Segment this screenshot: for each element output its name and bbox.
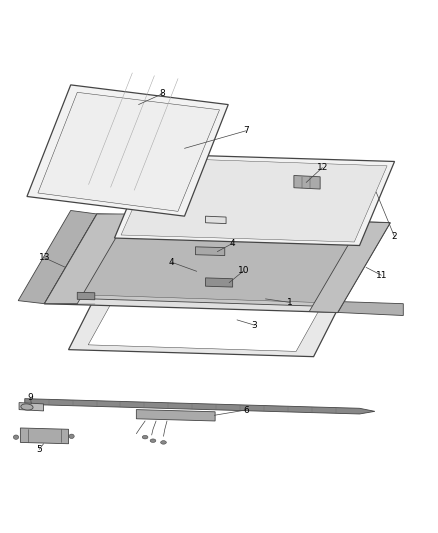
Polygon shape xyxy=(136,409,215,421)
Polygon shape xyxy=(18,211,97,304)
Polygon shape xyxy=(293,175,319,189)
Ellipse shape xyxy=(21,404,33,410)
Polygon shape xyxy=(68,286,345,357)
Text: 2: 2 xyxy=(391,232,396,241)
Text: 1: 1 xyxy=(286,298,292,307)
Text: 10: 10 xyxy=(237,266,249,276)
Polygon shape xyxy=(205,278,232,287)
Text: 6: 6 xyxy=(242,406,248,415)
Polygon shape xyxy=(44,214,130,304)
Text: 5: 5 xyxy=(36,445,42,454)
Polygon shape xyxy=(64,221,370,306)
Text: 4: 4 xyxy=(168,257,174,266)
Text: 3: 3 xyxy=(251,321,257,329)
Text: 8: 8 xyxy=(159,89,165,98)
Text: 9: 9 xyxy=(28,393,33,402)
Ellipse shape xyxy=(13,435,18,439)
Polygon shape xyxy=(308,222,389,312)
Text: 12: 12 xyxy=(316,163,327,172)
Polygon shape xyxy=(38,92,219,212)
Polygon shape xyxy=(88,292,325,351)
Polygon shape xyxy=(195,247,224,255)
Ellipse shape xyxy=(160,441,166,444)
Polygon shape xyxy=(27,85,228,216)
Polygon shape xyxy=(19,402,43,411)
Polygon shape xyxy=(205,216,226,224)
Ellipse shape xyxy=(150,439,155,442)
Polygon shape xyxy=(337,302,403,316)
Polygon shape xyxy=(20,428,68,444)
Polygon shape xyxy=(114,154,394,246)
Polygon shape xyxy=(25,399,374,414)
Text: 13: 13 xyxy=(39,253,50,262)
Text: 4: 4 xyxy=(229,239,235,248)
Polygon shape xyxy=(77,292,95,300)
Ellipse shape xyxy=(69,434,74,439)
Polygon shape xyxy=(121,158,386,242)
Text: 7: 7 xyxy=(242,126,248,135)
Text: 11: 11 xyxy=(375,271,386,280)
Polygon shape xyxy=(73,225,362,302)
Ellipse shape xyxy=(142,435,148,439)
Polygon shape xyxy=(44,214,389,312)
